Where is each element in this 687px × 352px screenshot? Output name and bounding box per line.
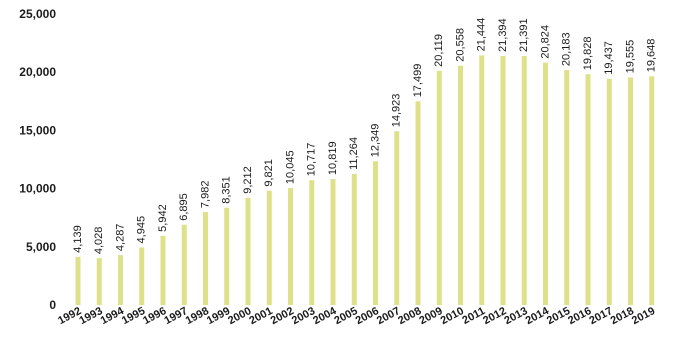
bar-value-label: 19,648 <box>646 39 658 73</box>
bar <box>373 161 378 305</box>
y-tick-label: 0 <box>49 298 56 312</box>
bar-value-label: 5,942 <box>157 204 169 232</box>
bar <box>628 77 633 305</box>
bar <box>224 208 229 305</box>
bar-value-label: 20,558 <box>455 28 467 62</box>
bar-value-label: 6,895 <box>178 193 190 221</box>
bar-value-label: 21,391 <box>518 18 530 52</box>
bar-value-label: 8,351 <box>221 176 233 204</box>
bar <box>182 225 187 305</box>
y-tick-label: 5,000 <box>26 240 56 254</box>
bar <box>564 70 569 305</box>
bar <box>267 191 272 305</box>
bar-value-label: 20,119 <box>433 34 445 67</box>
bar-value-label: 4,287 <box>115 224 127 252</box>
bar-value-label: 7,982 <box>200 181 212 209</box>
bar-value-label: 4,028 <box>93 227 105 255</box>
bar <box>76 257 81 305</box>
x-tick-label: 2019 <box>630 305 657 327</box>
bar <box>97 258 102 305</box>
bar <box>246 198 251 305</box>
bar-value-label: 10,819 <box>327 141 339 175</box>
bar <box>309 180 314 305</box>
bar-value-label: 21,394 <box>497 18 509 52</box>
bar <box>437 71 442 305</box>
bar <box>501 56 506 305</box>
bar <box>352 174 357 305</box>
bar <box>543 63 548 305</box>
y-tick-label: 15,000 <box>19 123 56 137</box>
bar-value-label: 19,828 <box>582 37 594 71</box>
bar <box>331 179 336 305</box>
bar-value-label: 9,821 <box>263 159 275 187</box>
bar-value-label: 9,212 <box>242 166 254 194</box>
bar <box>394 131 399 305</box>
bar-value-label: 12,349 <box>370 124 382 158</box>
bar <box>161 236 166 305</box>
bar-value-label: 4,945 <box>136 216 148 244</box>
bar-value-label: 21,444 <box>476 18 488 52</box>
bar <box>288 188 293 305</box>
bar-value-label: 10,045 <box>285 150 297 184</box>
bar <box>607 79 612 305</box>
bar-value-label: 19,555 <box>625 40 637 74</box>
y-tick-label: 10,000 <box>19 182 56 196</box>
bar <box>139 247 144 305</box>
bar <box>458 66 463 305</box>
bar-value-label: 14,923 <box>391 94 403 128</box>
bar <box>522 56 527 305</box>
bar-value-label: 10,717 <box>306 143 318 177</box>
bar <box>118 255 123 305</box>
bar-value-label: 20,824 <box>540 25 552 59</box>
bar <box>479 55 484 305</box>
bar <box>649 76 654 305</box>
bar <box>416 101 421 305</box>
bar-value-label: 17,499 <box>412 64 424 98</box>
y-tick-label: 20,000 <box>19 65 56 79</box>
bar-value-label: 20,183 <box>561 32 573 66</box>
bar <box>203 212 208 305</box>
bar-value-label: 11,264 <box>348 137 360 170</box>
bar-value-label: 19,437 <box>603 41 615 75</box>
bar-value-label: 4,139 <box>72 225 84 253</box>
bar <box>586 74 591 305</box>
y-tick-label: 25,000 <box>19 7 56 21</box>
